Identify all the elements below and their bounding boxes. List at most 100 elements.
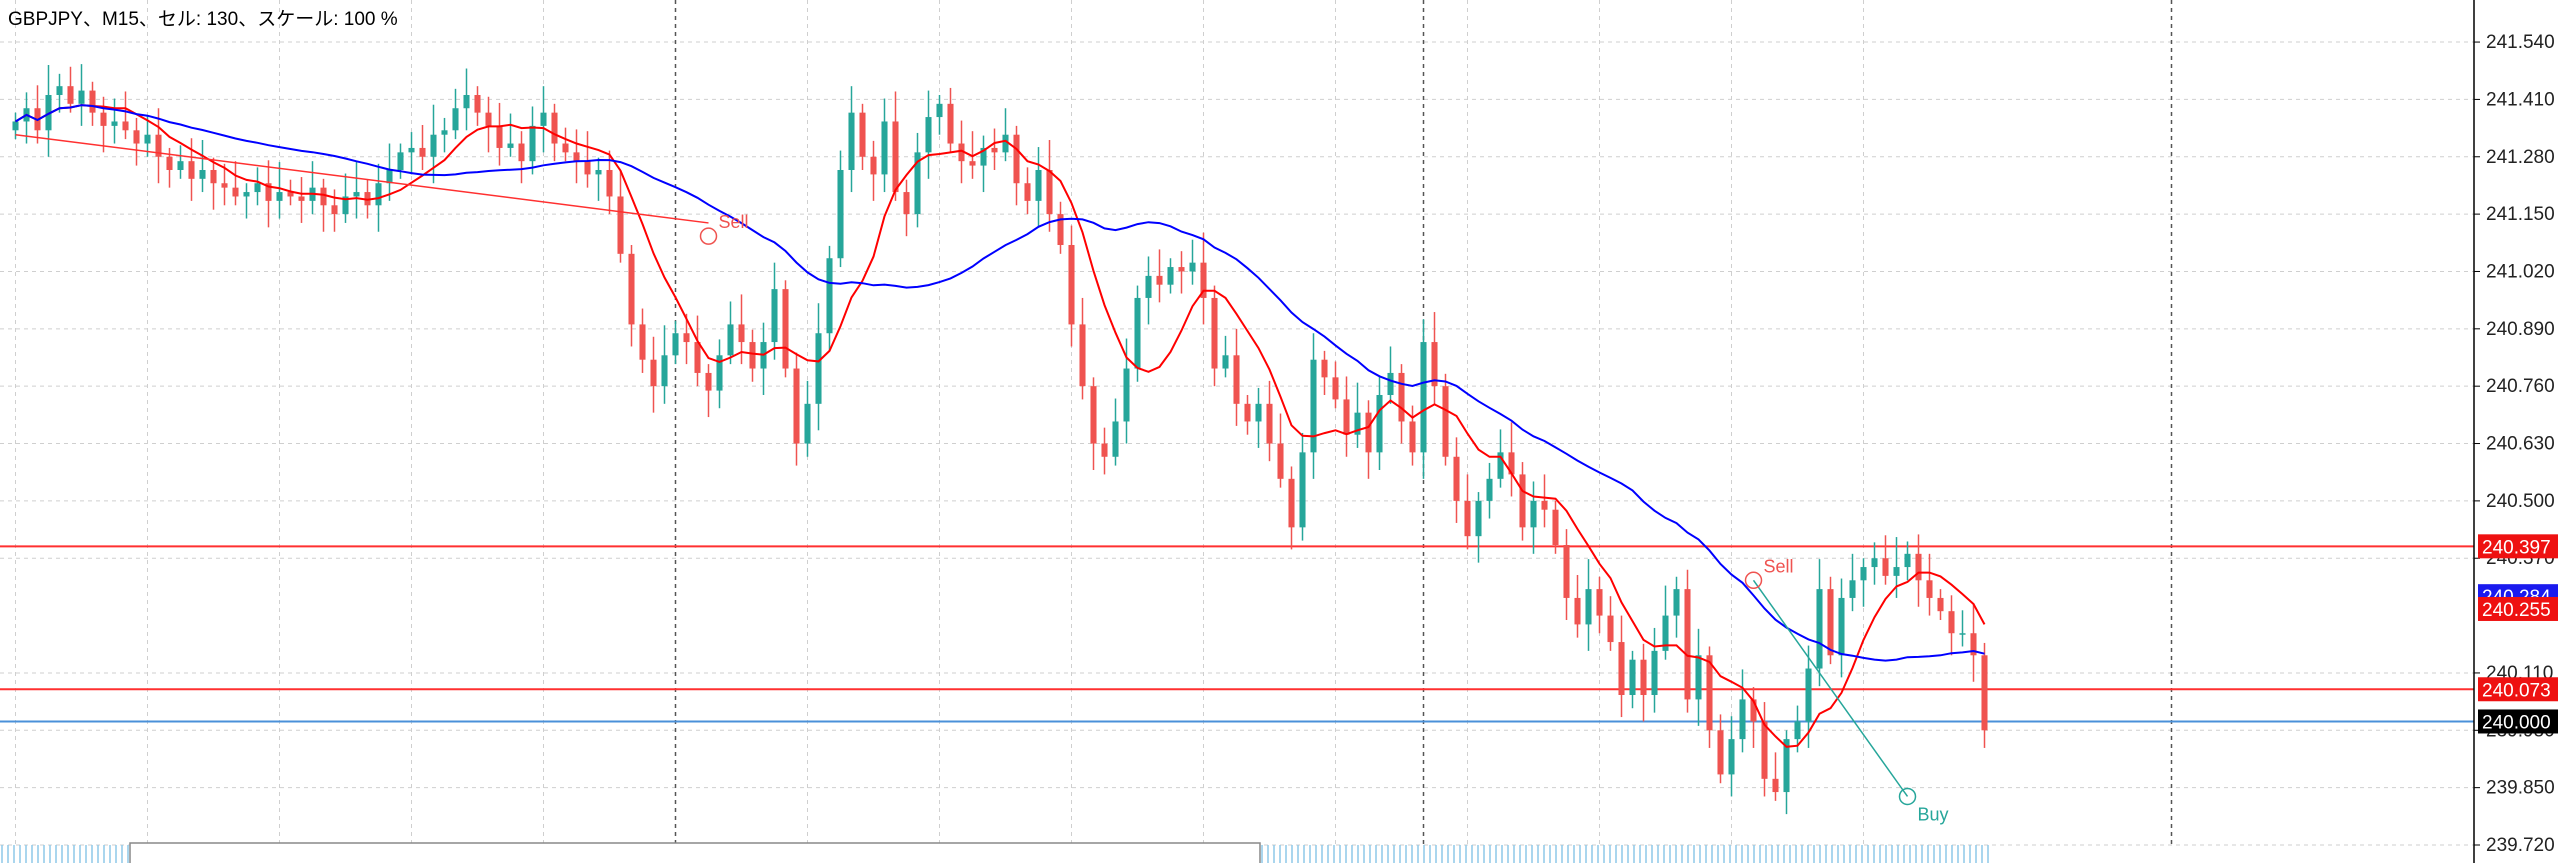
bull-candle [1794,721,1801,740]
bull-candle [408,147,415,153]
price-levels[interactable] [0,545,2474,723]
bull-candle [848,112,855,170]
bear-candle [1398,372,1405,422]
bull-candle [1805,668,1812,722]
bull-candle [452,108,459,131]
bull-candle [595,170,602,175]
bear-candle [1926,580,1933,598]
bear-candle [1266,403,1273,444]
bull-candle [837,170,844,259]
fast-moving-average [14,104,1986,748]
bull-candle [925,117,932,153]
bull-candle [1849,580,1856,598]
bear-candle [573,152,580,162]
bull-candle [980,147,987,166]
bull-candle [1871,558,1878,568]
signal-marker-icon[interactable] [699,227,718,245]
bull-candle [1673,589,1680,616]
bear-candle [1024,183,1031,201]
bull-candle [1651,650,1658,695]
bear-candle [782,289,789,369]
bear-candle [870,156,877,175]
bear-candle [1101,443,1108,457]
bear-candle [1772,778,1779,793]
bull-candle [1299,452,1306,528]
bear-candle [617,196,624,254]
bull-candle [661,355,668,387]
bear-candle [1827,589,1834,656]
bear-candle [1288,478,1295,528]
bear-candle [1057,214,1064,245]
price-tick-label: 240.500 [2486,491,2555,512]
price-tick-label: 241.150 [2486,204,2555,225]
bull-candle [826,258,833,334]
bull-candle [1123,368,1130,422]
bull-candle [111,121,118,126]
signal-marker-icon[interactable] [1744,571,1763,590]
bear-candle [1464,500,1471,537]
bear-candle [749,342,756,369]
bear-candle [1244,403,1251,422]
bear-candle [1970,633,1977,656]
bull-candle [1310,359,1317,453]
bull-candle [1255,403,1262,422]
price-tick-label: 241.280 [2486,147,2555,168]
trend-line[interactable] [1752,579,1909,797]
bear-candle [1211,297,1218,369]
bull-candle [1585,589,1592,625]
bear-candle [1574,597,1581,625]
bull-candle [1530,500,1537,528]
bear-candle [1552,509,1559,545]
signal-label: Sell [719,212,749,232]
bear-candle [1365,412,1372,453]
bull-candle [342,196,349,215]
signal-marker-icon[interactable] [1898,787,1917,806]
bear-candle [1541,500,1548,510]
price-badge [2478,534,2558,559]
bull-candle [12,121,19,131]
bear-candle [67,86,74,104]
bear-candle [320,187,327,206]
bear-candle [1640,659,1647,695]
trend-lines[interactable] [15,133,1909,797]
bear-candle [1156,275,1163,285]
trade-signals[interactable]: Sell Sell Buy [699,212,1949,824]
bull-candle [1662,615,1669,651]
bear-candle [1090,386,1097,444]
bull-candle [507,143,514,148]
bull-candle [430,134,437,157]
bear-candle [364,192,371,206]
chart-title: GBPJPY、M15、セル: 130、スケール: 100 % [8,9,398,30]
bear-candle [1233,355,1240,404]
bear-candle [474,95,481,113]
scroll-panel [129,842,1261,866]
bear-candle [562,143,569,153]
price-tick-label: 240.760 [2486,376,2555,397]
bull-candle [815,333,822,404]
bear-candle [1508,452,1515,475]
bull-candle [540,112,547,126]
bear-candle [1596,589,1603,616]
price-tick-label: 241.540 [2486,32,2555,53]
bull-candle [243,192,250,197]
bear-candle [188,161,195,179]
bull-candle [1629,659,1636,695]
bear-candle [485,112,492,126]
bear-candle [859,112,866,157]
bear-candle [1200,262,1207,298]
bull-candle [441,130,448,135]
bull-candle [1475,500,1482,537]
bull-candle [1860,567,1867,581]
bull-candle [375,183,382,206]
trend-line[interactable] [15,133,709,224]
bull-candle [144,134,151,144]
bear-candle [551,112,558,144]
bear-candle [232,187,239,197]
bull-candle [1167,267,1174,285]
bull-candle [1112,421,1119,457]
bear-candle [1343,399,1350,435]
bear-candle [298,196,305,201]
bear-candle [606,170,613,197]
